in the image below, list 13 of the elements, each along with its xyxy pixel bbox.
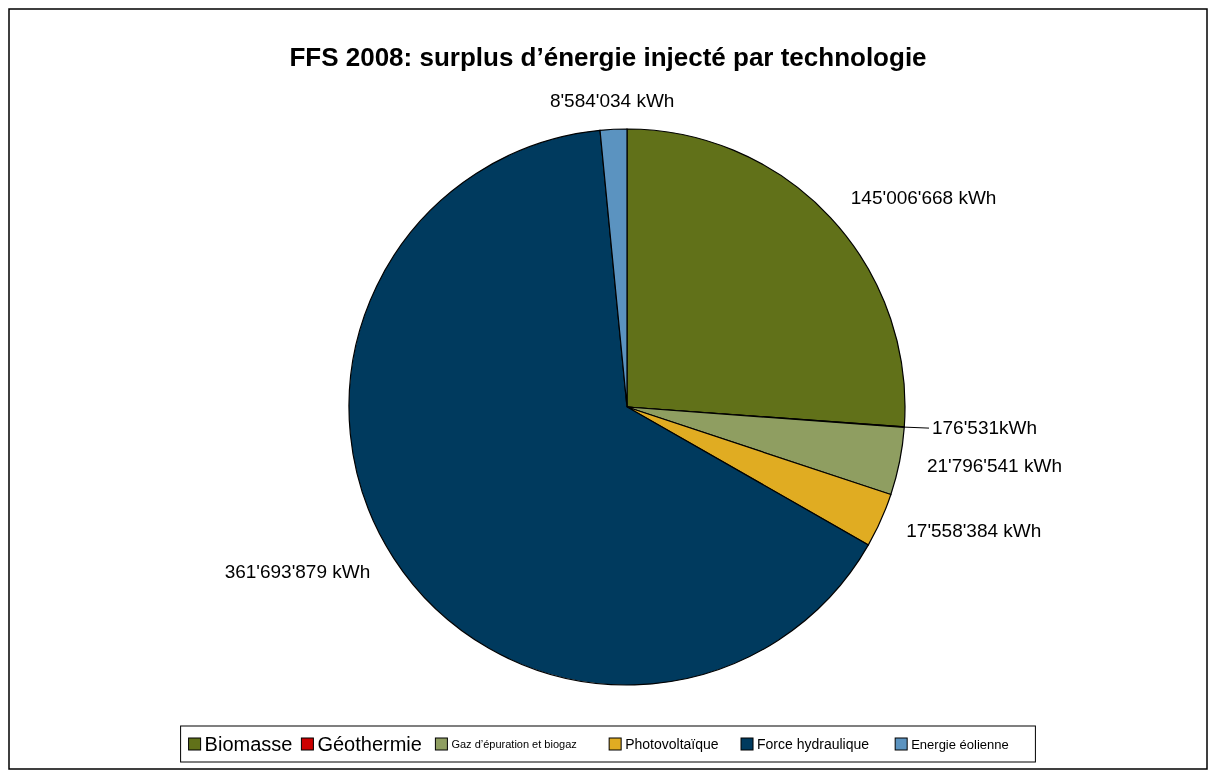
legend-label: Géothermie (317, 733, 422, 755)
data-label: 145'006'668 kWh (850, 186, 997, 208)
data-label: 176'531kWh (932, 417, 1038, 439)
data-label: 361'693'879 kWh (224, 561, 371, 583)
legend-label: Force hydraulique (757, 735, 870, 752)
legend-label: Biomasse (204, 733, 293, 755)
legend-label: Photovoltaïque (625, 735, 719, 752)
data-label: 21'796'541 kWh (926, 454, 1062, 476)
legend-label: Gaz d’épuration et biogaz (451, 737, 577, 750)
data-label: 8'584'034 kWh (549, 89, 675, 111)
data-label: 17'558'384 kWh (906, 519, 1042, 541)
legend-label: Energie éolienne (911, 736, 1009, 752)
chart-title: FFS 2008: surplus d’énergie injecté par technologie (289, 42, 927, 72)
